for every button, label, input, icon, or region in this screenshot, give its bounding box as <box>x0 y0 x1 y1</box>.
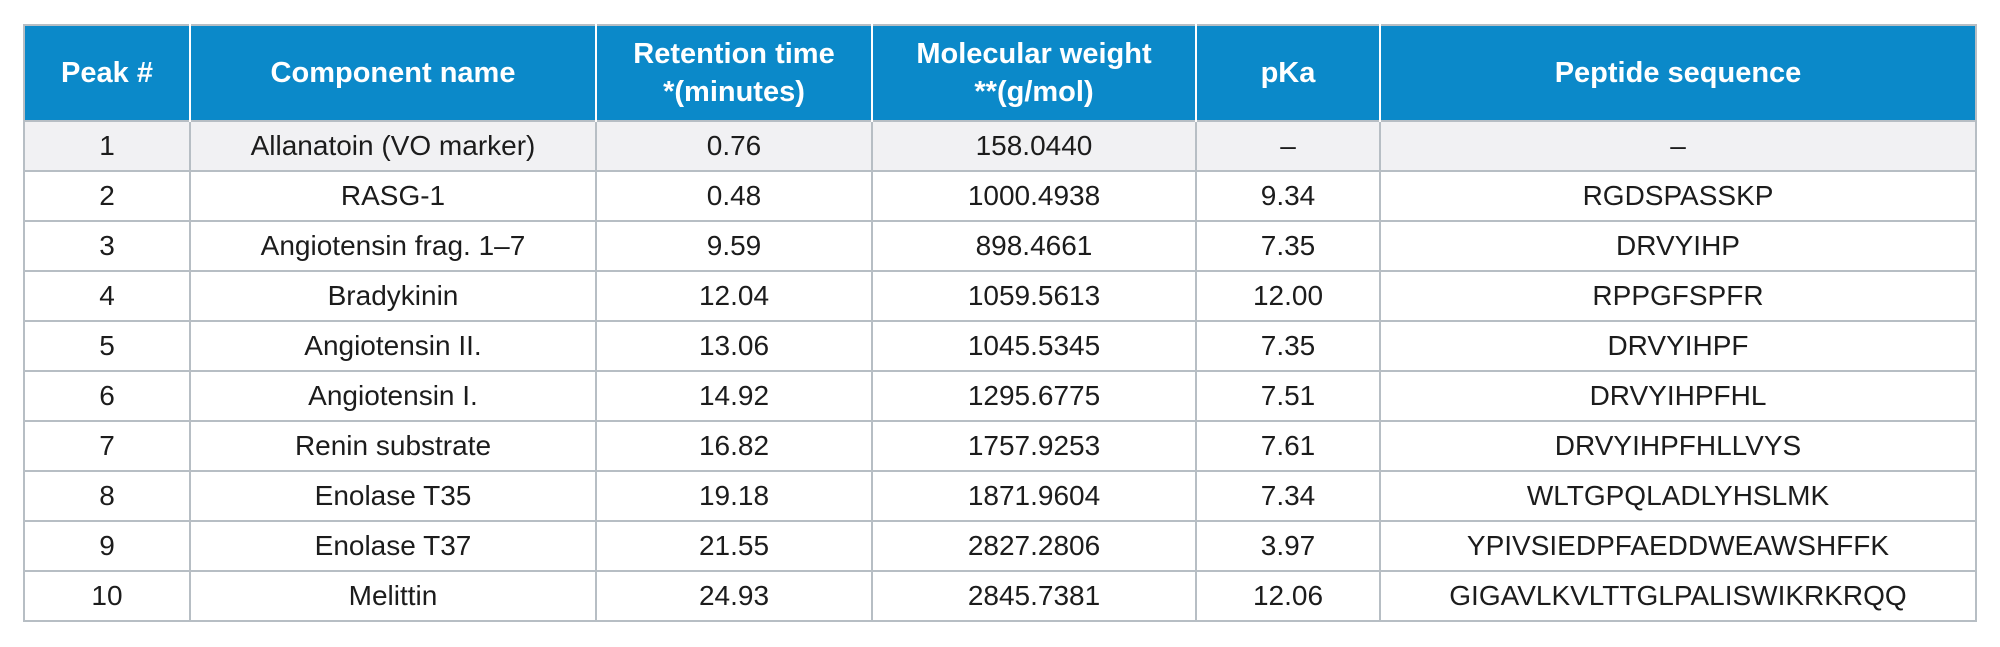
cell-component-name: Allanatoin (VO marker) <box>189 120 597 172</box>
cell-molecular-weight: 1059.5613 <box>871 270 1197 322</box>
cell-retention-time: 19.18 <box>595 470 873 522</box>
cell-component-name: Bradykinin <box>189 270 597 322</box>
cell-pka: 12.06 <box>1195 570 1381 622</box>
header-molecular-weight-unit: **(g/mol) <box>974 76 1094 108</box>
cell-pka: 7.34 <box>1195 470 1381 522</box>
header-peak-number: Peak # <box>24 25 191 121</box>
cell-peptide-sequence: DRVYIHPF <box>1379 320 1977 372</box>
cell-component-name: Enolase T35 <box>189 470 597 522</box>
cell-peak-number: 3 <box>23 220 191 272</box>
cell-component-name: Renin substrate <box>189 420 597 472</box>
cell-molecular-weight: 158.0440 <box>871 120 1197 172</box>
cell-component-name: Angiotensin I. <box>189 370 597 422</box>
cell-component-name: Angiotensin frag. 1–7 <box>189 220 597 272</box>
cell-pka: 12.00 <box>1195 270 1381 322</box>
cell-component-name: Melittin <box>189 570 597 622</box>
table-row: 9 Enolase T37 21.55 2827.2806 3.97 YPIVS… <box>23 520 1977 572</box>
cell-peptide-sequence: YPIVSIEDPFAEDDWEAWSHFFK <box>1379 520 1977 572</box>
cell-pka: – <box>1195 120 1381 172</box>
header-molecular-weight: Molecular weight **(g/mol) <box>871 25 1197 121</box>
cell-peptide-sequence: DRVYIHPFHLLVYS <box>1379 420 1977 472</box>
header-component-name: Component name <box>189 25 597 121</box>
table-row: 2 RASG-1 0.48 1000.4938 9.34 RGDSPASSKP <box>23 170 1977 222</box>
cell-component-name: RASG-1 <box>189 170 597 222</box>
header-peak-number-label: Peak # <box>61 57 153 89</box>
table-row: 4 Bradykinin 12.04 1059.5613 12.00 RPPGF… <box>23 270 1977 322</box>
table-row: 3 Angiotensin frag. 1–7 9.59 898.4661 7.… <box>23 220 1977 272</box>
cell-pka: 9.34 <box>1195 170 1381 222</box>
cell-peptide-sequence: GIGAVLKVLTTGLPALISWIKRKRQQ <box>1379 570 1977 622</box>
header-peptide-sequence: Peptide sequence <box>1379 25 1976 121</box>
cell-retention-time: 14.92 <box>595 370 873 422</box>
header-retention-time-unit: *(minutes) <box>663 76 805 108</box>
header-molecular-weight-label: Molecular weight <box>916 38 1152 70</box>
cell-peak-number: 5 <box>23 320 191 372</box>
header-row: Peak # Component name Retention time *(m… <box>24 25 1976 121</box>
header-peptide-sequence-label: Peptide sequence <box>1554 57 1802 89</box>
cell-peptide-sequence: DRVYIHPFHL <box>1379 370 1977 422</box>
cell-peak-number: 7 <box>23 420 191 472</box>
cell-component-name: Enolase T37 <box>189 520 597 572</box>
table-body: 1 Allanatoin (VO marker) 0.76 158.0440 –… <box>23 120 1977 622</box>
cell-pka: 7.51 <box>1195 370 1381 422</box>
cell-peptide-sequence: RPPGFSPFR <box>1379 270 1977 322</box>
cell-retention-time: 9.59 <box>595 220 873 272</box>
header-retention-time: Retention time *(minutes) <box>595 25 873 121</box>
cell-retention-time: 0.76 <box>595 120 873 172</box>
peptide-table-container: Peak # Component name Retention time *(m… <box>23 24 1977 622</box>
cell-molecular-weight: 1871.9604 <box>871 470 1197 522</box>
cell-peak-number: 8 <box>23 470 191 522</box>
cell-peak-number: 1 <box>23 120 191 172</box>
cell-peptide-sequence: – <box>1379 120 1977 172</box>
cell-retention-time: 13.06 <box>595 320 873 372</box>
cell-pka: 7.35 <box>1195 320 1381 372</box>
table-row: 1 Allanatoin (VO marker) 0.76 158.0440 –… <box>23 120 1977 172</box>
cell-pka: 3.97 <box>1195 520 1381 572</box>
cell-retention-time: 24.93 <box>595 570 873 622</box>
header-component-name-label: Component name <box>270 57 516 89</box>
cell-retention-time: 12.04 <box>595 270 873 322</box>
cell-retention-time: 0.48 <box>595 170 873 222</box>
cell-peak-number: 10 <box>23 570 191 622</box>
cell-peak-number: 6 <box>23 370 191 422</box>
cell-molecular-weight: 1000.4938 <box>871 170 1197 222</box>
header-pka: pKa <box>1195 25 1381 121</box>
table-row: 8 Enolase T35 19.18 1871.9604 7.34 WLTGP… <box>23 470 1977 522</box>
cell-molecular-weight: 1045.5345 <box>871 320 1197 372</box>
cell-peak-number: 2 <box>23 170 191 222</box>
cell-molecular-weight: 1295.6775 <box>871 370 1197 422</box>
cell-retention-time: 21.55 <box>595 520 873 572</box>
table-row: 5 Angiotensin II. 13.06 1045.5345 7.35 D… <box>23 320 1977 372</box>
table-header: Peak # Component name Retention time *(m… <box>24 25 1976 121</box>
cell-component-name: Angiotensin II. <box>189 320 597 372</box>
header-retention-time-label: Retention time <box>633 38 835 70</box>
peptide-table: Peak # Component name Retention time *(m… <box>23 24 1977 622</box>
cell-peptide-sequence: DRVYIHP <box>1379 220 1977 272</box>
cell-molecular-weight: 898.4661 <box>871 220 1197 272</box>
cell-peak-number: 9 <box>23 520 191 572</box>
header-pka-label: pKa <box>1260 57 1316 89</box>
cell-peptide-sequence: WLTGPQLADLYHSLMK <box>1379 470 1977 522</box>
cell-peptide-sequence: RGDSPASSKP <box>1379 170 1977 222</box>
table-row: 10 Melittin 24.93 2845.7381 12.06 GIGAVL… <box>23 570 1977 622</box>
table-row: 7 Renin substrate 16.82 1757.9253 7.61 D… <box>23 420 1977 472</box>
cell-molecular-weight: 2845.7381 <box>871 570 1197 622</box>
cell-retention-time: 16.82 <box>595 420 873 472</box>
cell-molecular-weight: 2827.2806 <box>871 520 1197 572</box>
cell-pka: 7.61 <box>1195 420 1381 472</box>
cell-pka: 7.35 <box>1195 220 1381 272</box>
table-row: 6 Angiotensin I. 14.92 1295.6775 7.51 DR… <box>23 370 1977 422</box>
cell-molecular-weight: 1757.9253 <box>871 420 1197 472</box>
cell-peak-number: 4 <box>23 270 191 322</box>
